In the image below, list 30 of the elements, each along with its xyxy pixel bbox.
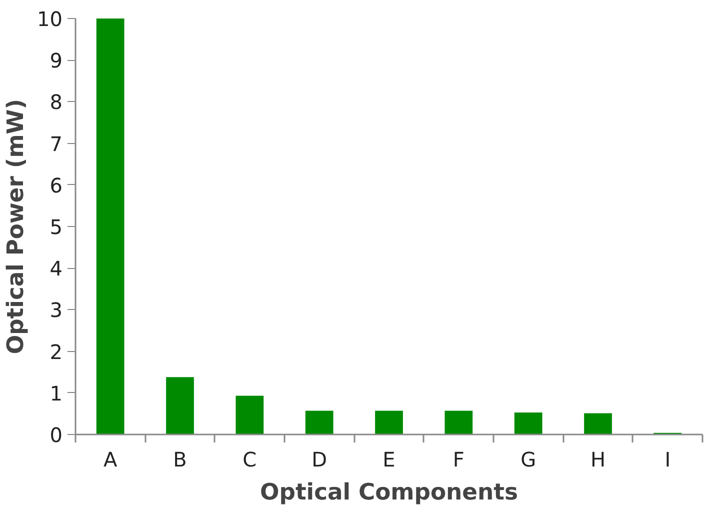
y-tick-label: 5 (50, 215, 63, 239)
bar (584, 413, 612, 434)
x-tick-label: E (382, 448, 396, 472)
y-tick-label: 10 (37, 7, 63, 31)
bar (305, 410, 334, 434)
y-tick-label: 7 (50, 132, 63, 156)
x-tick-label: D (312, 448, 328, 472)
bar (444, 410, 473, 434)
bar (514, 412, 542, 434)
x-tick-label: I (664, 448, 671, 472)
x-tick-label: G (520, 448, 536, 472)
y-tick-label: 2 (50, 340, 63, 364)
x-tick-label: H (590, 448, 606, 472)
bar (375, 410, 403, 434)
y-tick-label: 0 (50, 423, 63, 447)
y-tick-label: 1 (50, 381, 63, 406)
y-tick-label: 3 (50, 298, 63, 322)
bar (236, 396, 264, 434)
x-tick-label: F (452, 448, 464, 472)
y-axis-title: Optical Power (mW) (3, 98, 30, 354)
y-tick-label: 8 (50, 90, 63, 114)
y-tick-label: 9 (50, 48, 63, 73)
y-tick-label: 6 (50, 173, 63, 198)
y-tick-label: 4 (50, 256, 63, 281)
bar (166, 377, 194, 434)
x-tick-label: B (173, 448, 187, 472)
x-axis-title: Optical Components (260, 480, 518, 506)
x-tick-label: A (103, 448, 118, 472)
bar (96, 18, 124, 434)
x-tick-label: C (242, 448, 257, 472)
